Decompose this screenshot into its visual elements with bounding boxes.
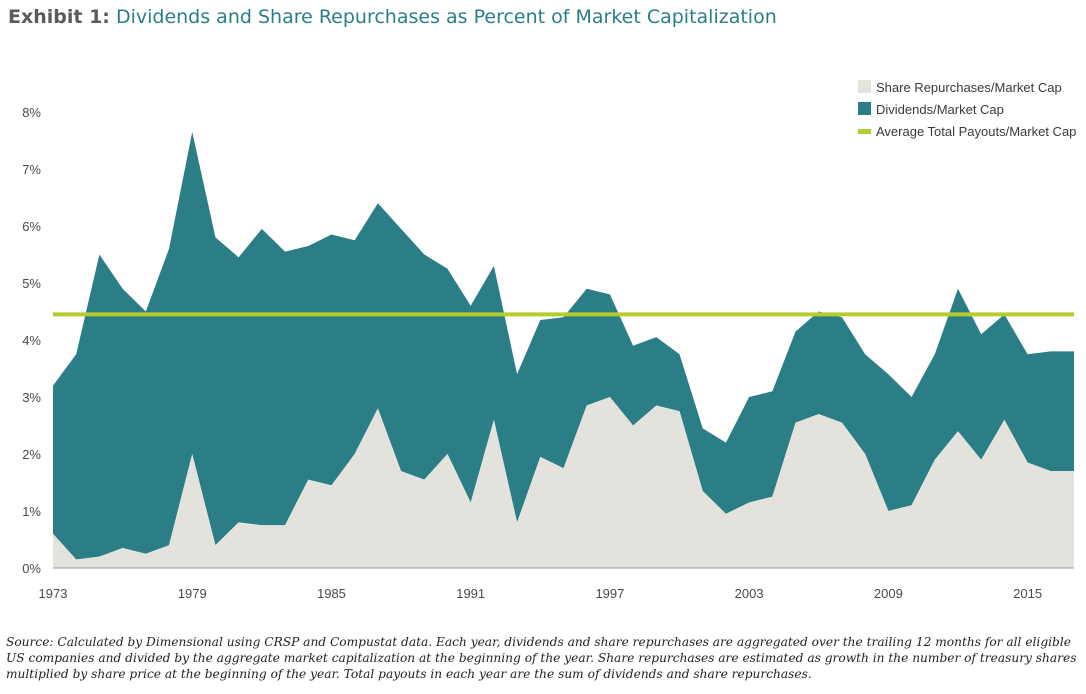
legend-repurchases-label: Share Repurchases/Market Cap xyxy=(876,80,1062,95)
y-tick-label: 5% xyxy=(22,276,41,291)
exhibit-label: Exhibit 1: xyxy=(8,6,110,28)
legend: Share Repurchases/Market Cap Dividends/Ma… xyxy=(858,80,1076,139)
legend-dividends-label: Dividends/Market Cap xyxy=(876,102,1004,117)
plot-areas xyxy=(53,131,1074,568)
x-tick-label: 2009 xyxy=(874,586,903,601)
x-tick-label: 1985 xyxy=(317,586,346,601)
repurchases-area xyxy=(53,397,1074,568)
x-tick-label: 1997 xyxy=(595,586,624,601)
axes: 0% 1% 2% 3% 4% 5% 6% 7% 8% 1973 1979 1985 1991 1997 20… xyxy=(22,105,1074,601)
x-tick-label: 1973 xyxy=(39,586,68,601)
y-tick-label: 0% xyxy=(22,561,41,576)
y-tick-label: 4% xyxy=(22,333,41,348)
area-chart: 0% 1% 2% 3% 4% 5% 6% 7% 8% 1973 1979 1985 1991 1997 20… xyxy=(22,80,1076,601)
y-tick-label: 6% xyxy=(22,219,41,234)
legend-repurchases-swatch xyxy=(858,80,871,93)
title-text: Dividends and Share Repurchases as Perce… xyxy=(115,6,777,28)
y-tick-label: 1% xyxy=(22,504,41,519)
y-tick-label: 7% xyxy=(22,162,41,177)
source-note: Source: Calculated by Dimensional using … xyxy=(6,635,1077,681)
y-tick-label: 3% xyxy=(22,390,41,405)
y-tick-label: 8% xyxy=(22,105,41,120)
y-tick-label: 2% xyxy=(22,447,41,462)
chart-title: Exhibit 1: Dividends and Share Repurchas… xyxy=(8,6,777,28)
legend-average-label: Average Total Payouts/Market Cap xyxy=(876,124,1076,139)
x-tick-label: 1979 xyxy=(178,586,207,601)
legend-dividends-swatch xyxy=(858,102,871,115)
legend-average-swatch xyxy=(858,129,871,134)
x-tick-label: 1991 xyxy=(456,586,485,601)
x-tick-label: 2015 xyxy=(1013,586,1042,601)
x-tick-label: 2003 xyxy=(735,586,764,601)
dividends-area xyxy=(53,131,1074,560)
